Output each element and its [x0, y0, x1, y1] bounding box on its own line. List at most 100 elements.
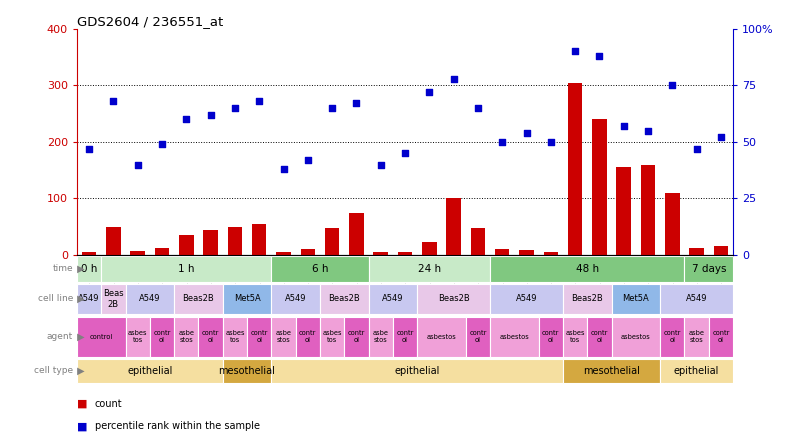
- Point: [156, 141, 168, 148]
- Point: [350, 100, 363, 107]
- Bar: [446, 198, 461, 255]
- Bar: [179, 235, 194, 255]
- Point: [471, 104, 484, 111]
- Text: ■: ■: [77, 421, 87, 431]
- Text: cell type: cell type: [34, 366, 73, 376]
- Point: [642, 127, 654, 134]
- Text: agent: agent: [47, 332, 73, 341]
- Text: asbes
tos: asbes tos: [322, 330, 342, 343]
- Text: contr
ol: contr ol: [250, 330, 268, 343]
- Text: Beas2B: Beas2B: [571, 294, 603, 303]
- Point: [301, 156, 314, 163]
- Bar: [568, 83, 582, 255]
- Bar: [641, 165, 655, 255]
- Bar: [325, 228, 339, 255]
- Bar: [660, 284, 733, 314]
- Bar: [563, 359, 660, 383]
- Bar: [271, 256, 369, 282]
- Point: [496, 139, 509, 146]
- Point: [569, 48, 582, 55]
- Bar: [320, 317, 344, 357]
- Bar: [684, 256, 733, 282]
- Text: Beas
2B: Beas 2B: [103, 289, 124, 309]
- Bar: [417, 317, 466, 357]
- Bar: [592, 119, 607, 255]
- Bar: [349, 213, 364, 255]
- Point: [277, 166, 290, 173]
- Text: Beas2B: Beas2B: [328, 294, 360, 303]
- Bar: [247, 317, 271, 357]
- Bar: [495, 249, 509, 255]
- Text: 6 h: 6 h: [312, 264, 328, 274]
- Point: [617, 123, 630, 130]
- Text: contr
ol: contr ol: [396, 330, 414, 343]
- Text: cell line: cell line: [37, 294, 73, 303]
- Point: [107, 98, 120, 105]
- Bar: [77, 256, 101, 282]
- Bar: [660, 359, 733, 383]
- Bar: [223, 317, 247, 357]
- Text: A549: A549: [285, 294, 306, 303]
- Text: contr
ol: contr ol: [299, 330, 317, 343]
- Bar: [709, 317, 733, 357]
- Bar: [684, 317, 709, 357]
- Point: [423, 89, 436, 96]
- Text: ■: ■: [77, 399, 87, 409]
- Text: A549: A549: [382, 294, 403, 303]
- Bar: [126, 284, 174, 314]
- Bar: [665, 193, 680, 255]
- Text: 7 days: 7 days: [692, 264, 726, 274]
- Bar: [612, 317, 660, 357]
- Text: Beas2B: Beas2B: [437, 294, 470, 303]
- Bar: [369, 317, 393, 357]
- Text: asbes
tos: asbes tos: [225, 330, 245, 343]
- Text: 48 h: 48 h: [576, 264, 599, 274]
- Text: epithelial: epithelial: [394, 366, 440, 376]
- Point: [714, 134, 727, 141]
- Text: A549: A549: [686, 294, 707, 303]
- Bar: [101, 284, 126, 314]
- Bar: [106, 227, 121, 255]
- Text: contr
ol: contr ol: [663, 330, 681, 343]
- Text: asbes
tos: asbes tos: [565, 330, 585, 343]
- Text: mesothelial: mesothelial: [583, 366, 640, 376]
- Bar: [77, 284, 101, 314]
- Bar: [398, 252, 412, 255]
- Bar: [587, 317, 612, 357]
- Text: mesothelial: mesothelial: [219, 366, 275, 376]
- Point: [228, 104, 241, 111]
- Text: asbestos: asbestos: [427, 333, 456, 340]
- Text: A549: A549: [79, 294, 100, 303]
- Text: contr
ol: contr ol: [347, 330, 365, 343]
- Point: [204, 111, 217, 118]
- Text: Beas2B: Beas2B: [182, 294, 215, 303]
- Text: ▶: ▶: [74, 294, 84, 304]
- Text: A549: A549: [516, 294, 537, 303]
- Text: asbestos: asbestos: [621, 333, 650, 340]
- Text: asbe
stos: asbe stos: [688, 330, 705, 343]
- Bar: [563, 317, 587, 357]
- Bar: [77, 359, 223, 383]
- Point: [520, 129, 533, 136]
- Bar: [612, 284, 660, 314]
- Bar: [155, 248, 169, 255]
- Bar: [417, 284, 490, 314]
- Bar: [101, 256, 271, 282]
- Bar: [422, 242, 437, 255]
- Bar: [369, 256, 490, 282]
- Bar: [228, 227, 242, 255]
- Bar: [344, 317, 369, 357]
- Text: contr
ol: contr ol: [153, 330, 171, 343]
- Text: percentile rank within the sample: percentile rank within the sample: [95, 421, 260, 431]
- Text: ▶: ▶: [74, 264, 84, 274]
- Text: 24 h: 24 h: [418, 264, 441, 274]
- Bar: [203, 230, 218, 255]
- Bar: [150, 317, 174, 357]
- Bar: [223, 359, 271, 383]
- Bar: [616, 167, 631, 255]
- Bar: [519, 250, 534, 255]
- Text: contr
ol: contr ol: [590, 330, 608, 343]
- Text: count: count: [95, 399, 122, 409]
- Bar: [373, 252, 388, 255]
- Text: asbes
tos: asbes tos: [128, 330, 147, 343]
